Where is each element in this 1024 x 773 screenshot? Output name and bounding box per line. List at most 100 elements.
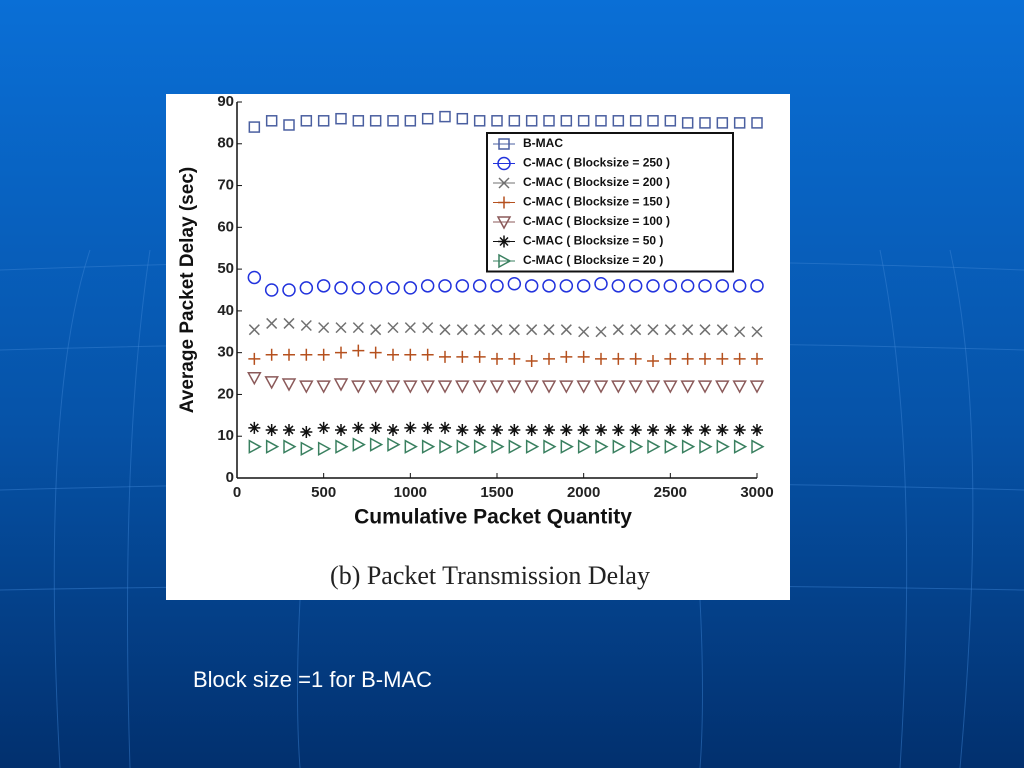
marker [595, 423, 607, 436]
marker [751, 352, 763, 365]
marker [680, 380, 695, 394]
marker [595, 352, 607, 365]
marker [439, 350, 451, 363]
legend-label: C-MAC ( Blocksize = 20 ) [523, 253, 663, 267]
marker [387, 437, 401, 452]
marker [508, 115, 521, 127]
marker [333, 378, 349, 392]
marker [283, 423, 295, 436]
marker [283, 119, 295, 131]
marker [404, 348, 417, 361]
marker [352, 344, 365, 357]
marker [664, 352, 677, 365]
marker [664, 439, 678, 454]
marker [697, 380, 713, 394]
marker [543, 324, 555, 336]
marker [248, 421, 261, 434]
marker [716, 352, 729, 365]
marker [439, 110, 451, 123]
marker [403, 380, 418, 394]
marker [680, 279, 695, 293]
legend-label: B-MAC [523, 136, 563, 150]
marker [421, 348, 434, 361]
marker [526, 324, 538, 336]
marker [663, 279, 678, 293]
marker [507, 380, 522, 394]
marker [352, 421, 365, 434]
marker [508, 439, 522, 454]
marker [734, 326, 746, 338]
marker [299, 380, 314, 394]
y-axis-label: Average Packet Delay (sec) [177, 167, 198, 413]
marker [456, 112, 469, 125]
marker [265, 348, 278, 361]
x-tick-label: 0 [233, 484, 241, 501]
marker [699, 324, 711, 336]
legend-marker [498, 196, 510, 209]
marker [369, 421, 382, 434]
x-tick-label: 1500 [480, 484, 513, 501]
marker [300, 441, 314, 457]
marker [281, 378, 297, 392]
marker [578, 326, 590, 338]
marker [612, 439, 626, 454]
marker [560, 439, 574, 454]
marker [387, 115, 399, 127]
y-tick-label: 60 [217, 218, 234, 235]
marker [264, 376, 279, 390]
marker [420, 279, 435, 293]
marker [560, 423, 573, 436]
x-tick-label: 1000 [394, 484, 427, 501]
marker [439, 324, 451, 336]
marker [749, 380, 765, 394]
marker [248, 121, 261, 133]
marker [369, 115, 382, 127]
marker [474, 324, 486, 336]
marker [387, 322, 399, 334]
marker [699, 117, 711, 129]
legend-marker [496, 216, 512, 230]
marker [300, 319, 312, 332]
marker [560, 324, 572, 336]
marker [543, 115, 555, 127]
marker [663, 380, 678, 394]
x-axis-label: Cumulative Packet Quantity [354, 506, 632, 529]
marker [630, 324, 642, 336]
marker [247, 371, 262, 386]
marker [404, 439, 418, 454]
marker [335, 322, 347, 334]
marker [732, 279, 747, 293]
marker [611, 380, 626, 394]
y-tick-label: 90 [217, 93, 234, 110]
legend-marker [498, 138, 510, 150]
marker [404, 115, 417, 127]
marker [385, 380, 401, 394]
marker [265, 439, 280, 454]
marker [560, 115, 573, 127]
marker [751, 423, 763, 436]
marker [628, 279, 643, 293]
marker [283, 317, 295, 329]
marker [733, 117, 746, 129]
y-tick-label: 40 [217, 302, 234, 319]
marker [472, 279, 487, 293]
marker [508, 352, 521, 365]
marker [247, 270, 262, 285]
marker [248, 352, 261, 365]
legend-label: C-MAC ( Blocksize = 200 ) [523, 175, 670, 189]
marker [491, 324, 503, 336]
marker [335, 346, 347, 359]
y-tick-label: 0 [226, 469, 234, 486]
marker [525, 355, 538, 368]
y-tick-label: 20 [217, 385, 234, 402]
marker [629, 423, 642, 436]
marker [612, 423, 625, 436]
marker [300, 426, 313, 439]
marker [595, 326, 607, 338]
marker [352, 322, 364, 334]
marker [699, 439, 713, 454]
marker [681, 352, 694, 365]
marker [733, 423, 746, 436]
marker [751, 439, 765, 454]
y-tick-label: 80 [217, 135, 234, 152]
